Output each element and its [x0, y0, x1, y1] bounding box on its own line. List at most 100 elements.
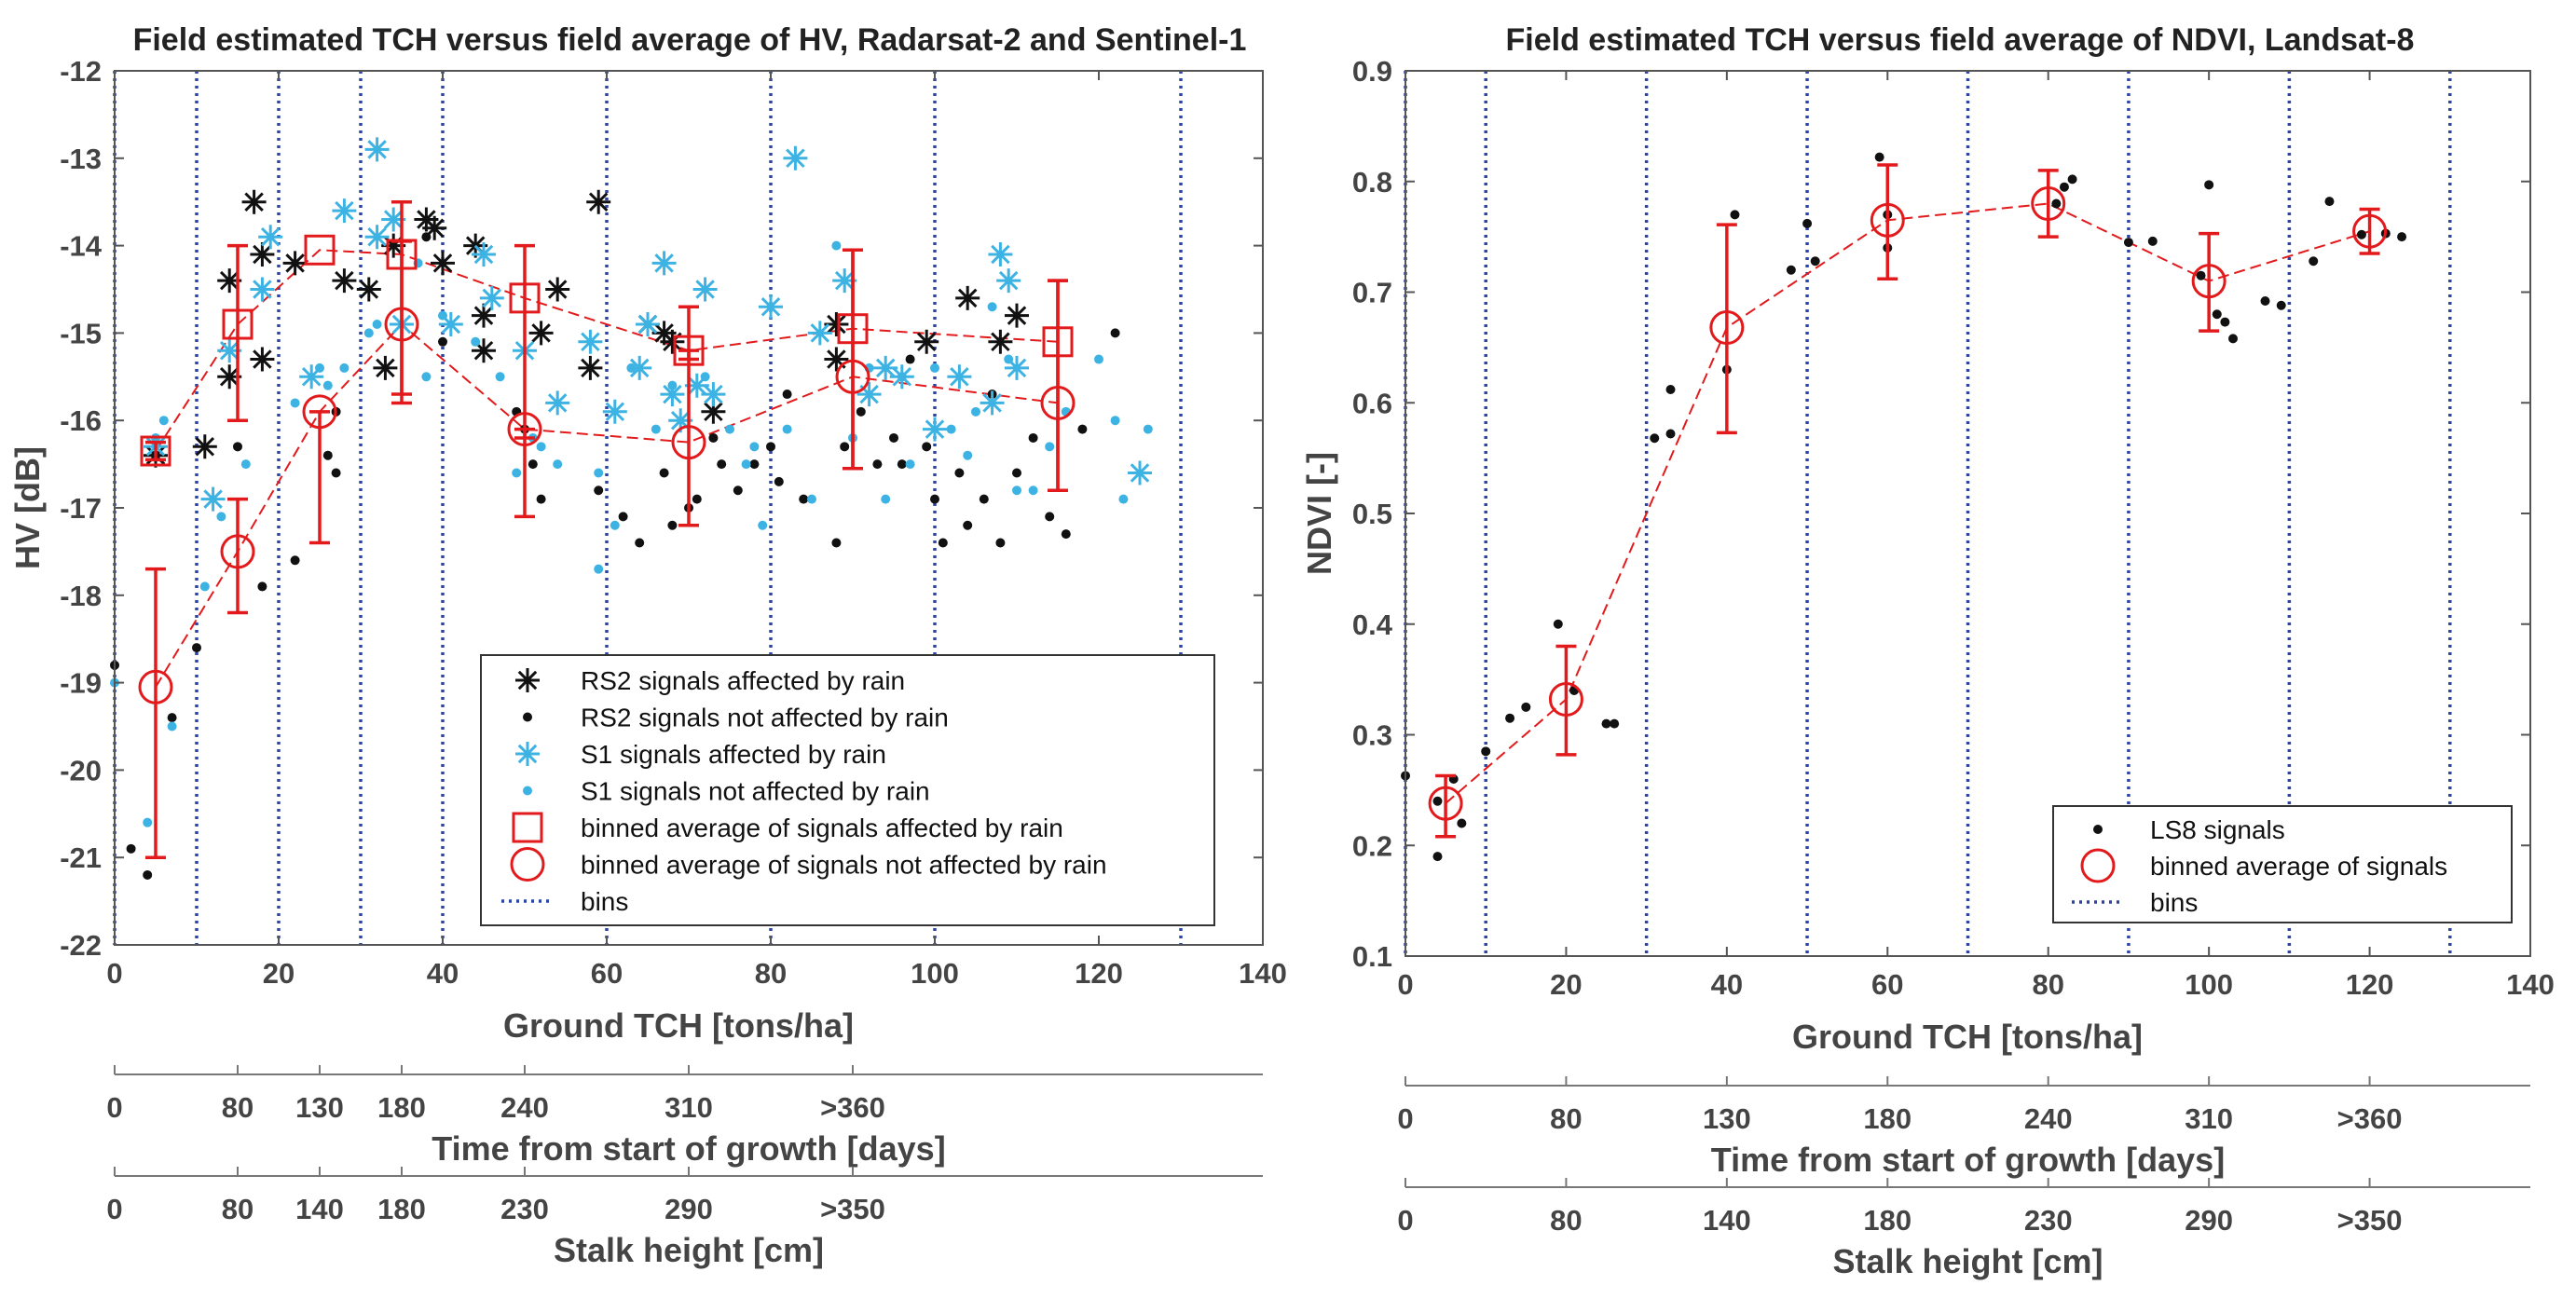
binned-circle-marker: [302, 394, 337, 430]
asterisk-point-s0: [332, 268, 357, 294]
right-points: [1401, 152, 2407, 862]
x-tick-label: 60: [591, 957, 623, 990]
asterisk-point-s2: [783, 145, 808, 171]
dot-point-s3: [553, 459, 563, 470]
asterisk-point-s2: [578, 329, 603, 354]
legend-symbol: [2080, 848, 2116, 883]
dot-point-s3: [1028, 485, 1038, 496]
dot-point-s0: [2324, 197, 2335, 207]
asterisk-point-s2: [832, 268, 857, 294]
asterisk-point-s2: [250, 277, 275, 302]
dot-point-s3: [167, 721, 177, 732]
dot-point-s3: [421, 372, 432, 382]
dot-point-s1: [782, 390, 792, 400]
dot-point-s1: [954, 468, 965, 478]
y-tick-label: -19: [60, 667, 102, 700]
dot-point-s1: [766, 442, 775, 452]
x-tick-label: 40: [427, 957, 459, 990]
asterisk-point-s0: [528, 321, 554, 346]
dot-point-s3: [199, 581, 210, 592]
y-tick-label: 0.9: [1352, 55, 1392, 88]
asterisk-point-s2: [332, 198, 357, 224]
asterisk-point-s0: [250, 347, 275, 372]
dot-point-s1: [889, 432, 898, 443]
asterisk-point-s0: [586, 189, 611, 214]
binned-circle-marker: [1040, 385, 1076, 420]
dot-point-s3: [667, 380, 678, 390]
dot-point-s1: [143, 869, 153, 880]
left-axis-ticks: 0 20 40 60 80 100 120 140 -12 -13 -14 -15 -16 -17 -18 -…: [60, 55, 1287, 990]
asterisk-point-s2: [923, 417, 947, 442]
dot-point-s3: [512, 468, 522, 478]
dot-point-s3: [610, 520, 620, 530]
secondary-tick-label: 80: [222, 1091, 253, 1124]
dot-point-s0: [1874, 152, 1884, 162]
right-binned-lines: [1445, 202, 2370, 804]
dot-point-s0: [1786, 265, 1796, 275]
dot-point-s0: [2067, 174, 2077, 185]
dot-point-s3: [782, 424, 792, 434]
legend-symbol: [515, 668, 540, 692]
legend-symbol: [512, 812, 543, 843]
secondary-tick-label: >350: [820, 1193, 885, 1225]
dot-point-s1: [1045, 512, 1055, 522]
dot-point-s1: [733, 485, 743, 496]
asterisk-point-s2: [364, 225, 390, 250]
asterisk-point-s2: [299, 364, 324, 390]
asterisk-point-s0: [660, 329, 685, 354]
dot-point-s1: [897, 459, 907, 470]
secondary-tick-label: 180: [377, 1193, 426, 1225]
asterisk-point-s0: [988, 329, 1013, 354]
dot-point-s1: [1077, 424, 1088, 434]
dot-point-s1: [257, 581, 267, 592]
y-tick-label: -21: [60, 841, 102, 874]
asterisk-point-s2: [602, 399, 627, 424]
dot-point-s0: [2220, 317, 2230, 327]
dot-point-s3: [749, 442, 760, 452]
dot-point-s0: [2051, 198, 2062, 209]
asterisk-point-s2: [759, 294, 783, 320]
legend-entry: LS8 signals: [2150, 815, 2285, 844]
asterisk-point-s2: [980, 390, 1005, 416]
dot-point-s3: [216, 512, 226, 522]
secondary-tick-label: 140: [1703, 1204, 1751, 1237]
asterisk-point-s2: [660, 382, 685, 407]
legend-entry: bins: [2150, 888, 2198, 917]
y-tick-label: -17: [60, 492, 102, 525]
binned-circle-marker: [2352, 213, 2388, 249]
dot-point-s0: [1665, 429, 1676, 439]
x-tick-label: 0: [1397, 968, 1413, 1001]
dot-point-s3: [946, 424, 956, 434]
x-tick-label: 20: [263, 957, 295, 990]
right-chart-title: Field estimated TCH versus field average…: [1506, 22, 2415, 58]
dot-point-s3: [339, 362, 349, 373]
legend-entry: RS2 signals not affected by rain: [581, 704, 949, 732]
secondary-tick-label: 140: [295, 1193, 344, 1225]
y-tick-label: 0.5: [1352, 498, 1392, 530]
asterisk-point-s2: [701, 382, 726, 407]
y-tick-label: 0.3: [1352, 719, 1392, 752]
secondary-axis-label: Time from start of growth [days]: [1711, 1141, 2225, 1179]
dot-point-s3: [758, 520, 768, 530]
dot-point-s1: [290, 555, 300, 566]
x-tick-label: 40: [1711, 968, 1743, 1001]
right-ylabel: NDVI [-]: [1300, 452, 1338, 575]
asterisk-point-s0: [373, 355, 398, 380]
dot-point-s3: [741, 459, 751, 470]
asterisk-point-s0: [356, 277, 381, 302]
asterisk-point-s2: [1005, 355, 1029, 380]
secondary-tick-label: 0: [1397, 1204, 1413, 1237]
asterisk-point-s2: [479, 285, 504, 310]
asterisk-point-s2: [636, 312, 660, 336]
x-tick-label: 80: [755, 957, 787, 990]
dot-point-s0: [1730, 210, 1740, 220]
secondary-tick-label: 240: [500, 1091, 549, 1124]
dot-point-s1: [979, 494, 989, 504]
dot-point-s0: [2123, 238, 2133, 248]
dot-point-s3: [963, 450, 973, 460]
asterisk-point-s2: [692, 277, 718, 302]
asterisk-point-s2: [988, 242, 1013, 267]
secondary-tick-label: 290: [665, 1193, 713, 1225]
dot-point-s0: [1521, 702, 1531, 712]
